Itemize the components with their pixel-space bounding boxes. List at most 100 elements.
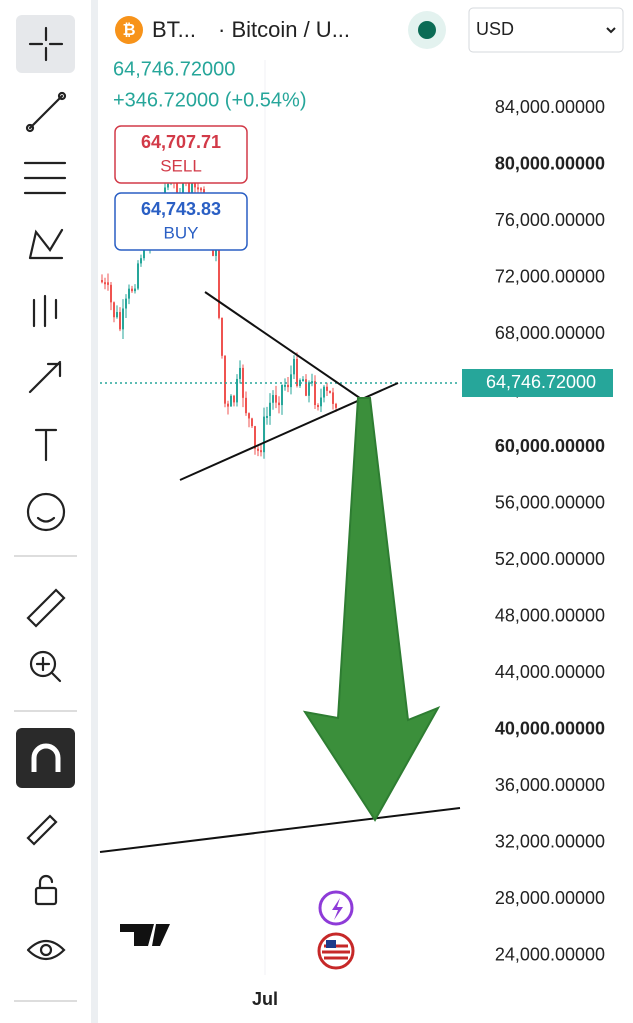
candle: [167, 183, 169, 188]
candle: [251, 418, 253, 427]
candle: [281, 385, 283, 406]
candle: [311, 381, 313, 384]
candle: [326, 386, 328, 391]
axis-label: 68,000.00000: [495, 323, 605, 343]
candle: [254, 426, 256, 449]
axis-label: 44,000.00000: [495, 662, 605, 682]
candle: [116, 312, 118, 318]
price-change: +346.72000 (+0.54%): [113, 89, 307, 111]
axis-label: 48,000.00000: [495, 606, 605, 626]
candle: [302, 379, 304, 382]
candle: [272, 395, 274, 403]
candle: [200, 188, 202, 191]
currency[interactable]: USD: [476, 19, 514, 39]
axis-label: 72,000.00000: [495, 266, 605, 286]
candle: [218, 247, 220, 318]
currency-select[interactable]: [468, 7, 624, 53]
axis-label: 76,000.00000: [495, 210, 605, 230]
axis-label: 24,000.00000: [495, 945, 605, 965]
candle: [245, 397, 247, 414]
candle: [110, 284, 112, 303]
candle: [140, 258, 142, 264]
candle: [125, 298, 127, 309]
tools[interactable]: [14, 15, 77, 1002]
arrow: [302, 397, 441, 822]
chevron: [606, 27, 616, 34]
axis-label: 52,000.00000: [495, 549, 605, 569]
axis-label: 80,000.00000: [495, 153, 605, 173]
candle: [275, 395, 277, 403]
candle: [287, 384, 289, 388]
sell-label[interactable]: SELL: [160, 156, 202, 175]
candle: [182, 173, 184, 195]
candle: [134, 288, 136, 292]
candle: [329, 390, 331, 393]
candle: [191, 173, 193, 196]
divider: [91, 0, 98, 1023]
candle: [224, 355, 226, 404]
candle: [284, 384, 286, 387]
candle: [113, 302, 115, 318]
candle: [266, 415, 268, 418]
candle: [323, 386, 325, 398]
tv-logo: [120, 924, 170, 946]
candle: [122, 308, 124, 330]
candle: [104, 282, 106, 285]
symbol[interactable]: BT...: [152, 17, 196, 42]
candle: [296, 358, 298, 386]
axis-label: 60,000.00000: [495, 436, 605, 456]
candle: [101, 280, 103, 283]
candle: [257, 448, 259, 451]
candle: [278, 402, 280, 406]
axis-labels: 84,000.00000 80,000.00000 76,000.00000 72,0…: [495, 97, 605, 965]
candle: [269, 402, 271, 416]
candle: [227, 403, 229, 407]
status-dot: [418, 21, 436, 39]
candle: [215, 247, 217, 256]
candle: [332, 392, 334, 404]
candle: [260, 450, 262, 453]
coin-icon: [115, 16, 143, 44]
buy-label[interactable]: BUY: [164, 223, 199, 242]
candle: [176, 179, 178, 201]
sell-price[interactable]: 64,707.71: [141, 132, 221, 152]
candle: [239, 367, 241, 379]
candle: [131, 288, 133, 292]
candle: [317, 405, 319, 408]
candle: [314, 381, 316, 406]
candle: [305, 379, 307, 396]
price-axis: [462, 60, 633, 1023]
buy-button[interactable]: [114, 192, 248, 251]
last-price: 64,746.72000: [113, 58, 235, 80]
candle: [335, 403, 337, 408]
candle: [263, 416, 265, 453]
candle: [107, 282, 109, 285]
symbol-name[interactable]: · Bitcoin / U...: [218, 17, 350, 42]
price-tag-text: 64,746.72000: [486, 372, 596, 392]
axis-label: 84,000.00000: [495, 97, 605, 117]
candle: [137, 263, 139, 289]
candle: [308, 382, 310, 396]
candle: [293, 358, 295, 375]
buy-price[interactable]: 64,743.83: [141, 199, 221, 219]
candle: [242, 367, 244, 398]
candle: [188, 179, 190, 196]
candle: [197, 187, 199, 190]
candle: [248, 413, 250, 419]
axis-label: 28,000.00000: [495, 888, 605, 908]
toolbar: [0, 0, 91, 1023]
candle: [320, 397, 322, 407]
candle: [233, 395, 235, 403]
candle: [128, 288, 130, 299]
axis-label: 36,000.00000: [495, 775, 605, 795]
candle: [119, 312, 121, 330]
x-label: Jul: [252, 989, 278, 1009]
axis-label: 32,000.00000: [495, 832, 605, 852]
candle: [290, 374, 292, 388]
sell-button[interactable]: [114, 125, 248, 184]
candle: [221, 317, 223, 356]
trend-lines: [99, 291, 461, 853]
price-tag: [462, 369, 613, 397]
axis-label: 40,000.00000: [495, 719, 605, 739]
